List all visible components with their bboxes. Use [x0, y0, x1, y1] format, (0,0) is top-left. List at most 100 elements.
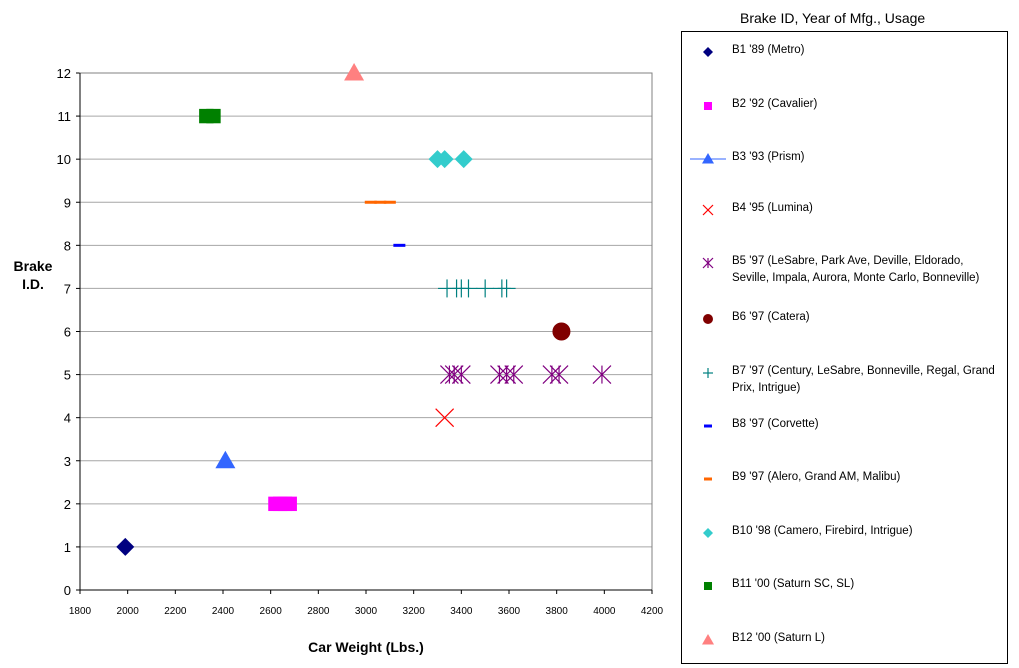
data-point [435, 408, 455, 428]
series-8 [393, 243, 406, 247]
legend-item: B8 '97 (Corvette) [682, 414, 1007, 454]
axes [76, 72, 653, 594]
legend-marker [702, 257, 714, 269]
data-point [454, 150, 473, 169]
data-point [497, 365, 517, 385]
y-tick-label: 9 [64, 195, 71, 210]
y-tick-label: 5 [64, 368, 71, 383]
legend-marker [704, 582, 712, 590]
legend-label: B12 '00 (Saturn L) [732, 632, 825, 644]
x-tick-label: 2200 [164, 606, 187, 617]
x-tick-label: 3600 [498, 606, 521, 617]
data-point [383, 200, 396, 204]
x-tick-labels: 1800 2000 2200 2400 2600 2800 3000 3200 3400 3600… [69, 606, 664, 617]
data-point [459, 279, 478, 298]
legend-item: B3 '93 (Prism) [682, 147, 1007, 187]
data-point [344, 63, 365, 81]
x-tick-label: 4200 [641, 606, 664, 617]
legend-label: B2 '92 (Cavalier) [732, 98, 818, 110]
data-point [364, 200, 377, 204]
x-tick-label: 3800 [546, 606, 569, 617]
legend-item: B6 '97 (Catera) [682, 307, 1007, 347]
gridlines [80, 72, 652, 548]
legend-marker [703, 314, 713, 324]
x-tick-label: 2400 [212, 606, 235, 617]
series-10 [428, 150, 473, 169]
scatter-chart: 1800 2000 2200 2400 2600 2800 3000 3200 3400 3600… [14, 63, 664, 655]
data-point [444, 365, 464, 385]
data-point [542, 365, 562, 385]
data-point [282, 496, 297, 512]
legend-marker [702, 204, 714, 216]
y-tick-label: 11 [58, 109, 72, 124]
data-points [116, 63, 612, 556]
y-tick-label: 6 [64, 325, 71, 340]
data-point [490, 365, 509, 385]
legend-marker [703, 47, 713, 57]
x-tick-label: 1800 [69, 606, 92, 617]
y-axis-label: Brake I.D. [14, 258, 53, 292]
legend: B1 '89 (Metro) B2 '92 (Cavalier) B3 '93 (P… [681, 31, 1008, 664]
data-point [393, 243, 406, 247]
x-tick-label: 3200 [403, 606, 426, 617]
y-tick-label: 1 [64, 540, 71, 555]
legend-title: Brake ID, Year of Mfg., Usage [740, 10, 926, 26]
x-tick-label: 2800 [307, 606, 330, 617]
series-11 [199, 108, 221, 124]
legend-marker [704, 477, 712, 481]
data-point [497, 279, 516, 298]
x-axis-label: Car Weight (Lbs.) [308, 639, 424, 655]
legend-label: B1 '89 (Metro) [732, 44, 805, 56]
legend-label: B3 '93 (Prism) [732, 151, 805, 163]
series-2 [268, 496, 297, 512]
legend-item: B7 '97 (Century, LeSabre, Bonneville, Re… [682, 361, 1007, 401]
y-tick-label: 8 [64, 238, 71, 253]
legend-label: B9 '97 (Alero, Grand AM, Malibu) [732, 471, 901, 483]
series-1 [116, 537, 135, 556]
series-9 [364, 200, 396, 204]
legend-item: B11 '00 (Saturn SC, SL) [682, 574, 1007, 614]
data-point [116, 537, 135, 556]
series-6 [552, 322, 571, 341]
x-tick-label: 3400 [450, 606, 473, 617]
x-tick-label: 3000 [355, 606, 378, 617]
y-tick-label: 4 [64, 411, 71, 426]
data-point [504, 365, 524, 385]
series-4 [435, 408, 455, 428]
x-tick-label: 2600 [260, 606, 283, 617]
data-point [435, 150, 454, 169]
legend-item: B5 '97 (LeSabre, Park Ave, Deville, Eldo… [682, 251, 1007, 291]
data-point [374, 200, 387, 204]
data-point [451, 365, 471, 385]
legend-item: B9 '97 (Alero, Grand AM, Malibu) [682, 467, 1007, 507]
legend-label: B11 '00 (Saturn SC, SL) [732, 578, 855, 590]
legend-marker [704, 102, 712, 110]
legend-label: B4 '95 (Lumina) [732, 202, 813, 214]
legend-label: B5 '97 (LeSabre, Park Ave, Deville, Eldo… [732, 255, 980, 284]
data-point [552, 322, 571, 341]
series-12 [344, 63, 365, 81]
y-tick-label: 12 [57, 66, 71, 81]
legend-item: B12 '00 (Saturn L) [682, 628, 1007, 668]
series-3 [215, 450, 236, 469]
legend-label: B8 '97 (Corvette) [732, 418, 819, 430]
data-point [476, 279, 495, 298]
legend-marker [690, 153, 726, 164]
legend-marker [703, 368, 713, 378]
x-tick-label: 2000 [117, 606, 140, 617]
x-tick-label: 4000 [593, 606, 616, 617]
legend-marker [704, 424, 712, 428]
legend-item: B10 '98 (Camero, Firebird, Intrigue) [682, 521, 1007, 561]
legend-label: B10 '98 (Camero, Firebird, Intrigue) [732, 525, 913, 537]
legend-label: B7 '97 (Century, LeSabre, Bonneville, Re… [732, 365, 995, 394]
data-point [206, 108, 221, 124]
legend-item: B4 '95 (Lumina) [682, 198, 1007, 238]
series-7 [438, 279, 516, 298]
series-5 [439, 365, 612, 385]
data-point [592, 365, 612, 385]
legend-item: B2 '92 (Cavalier) [682, 94, 1007, 134]
y-tick-label: 0 [64, 583, 71, 598]
legend-marker [703, 528, 713, 538]
y-tick-label: 3 [64, 454, 71, 469]
